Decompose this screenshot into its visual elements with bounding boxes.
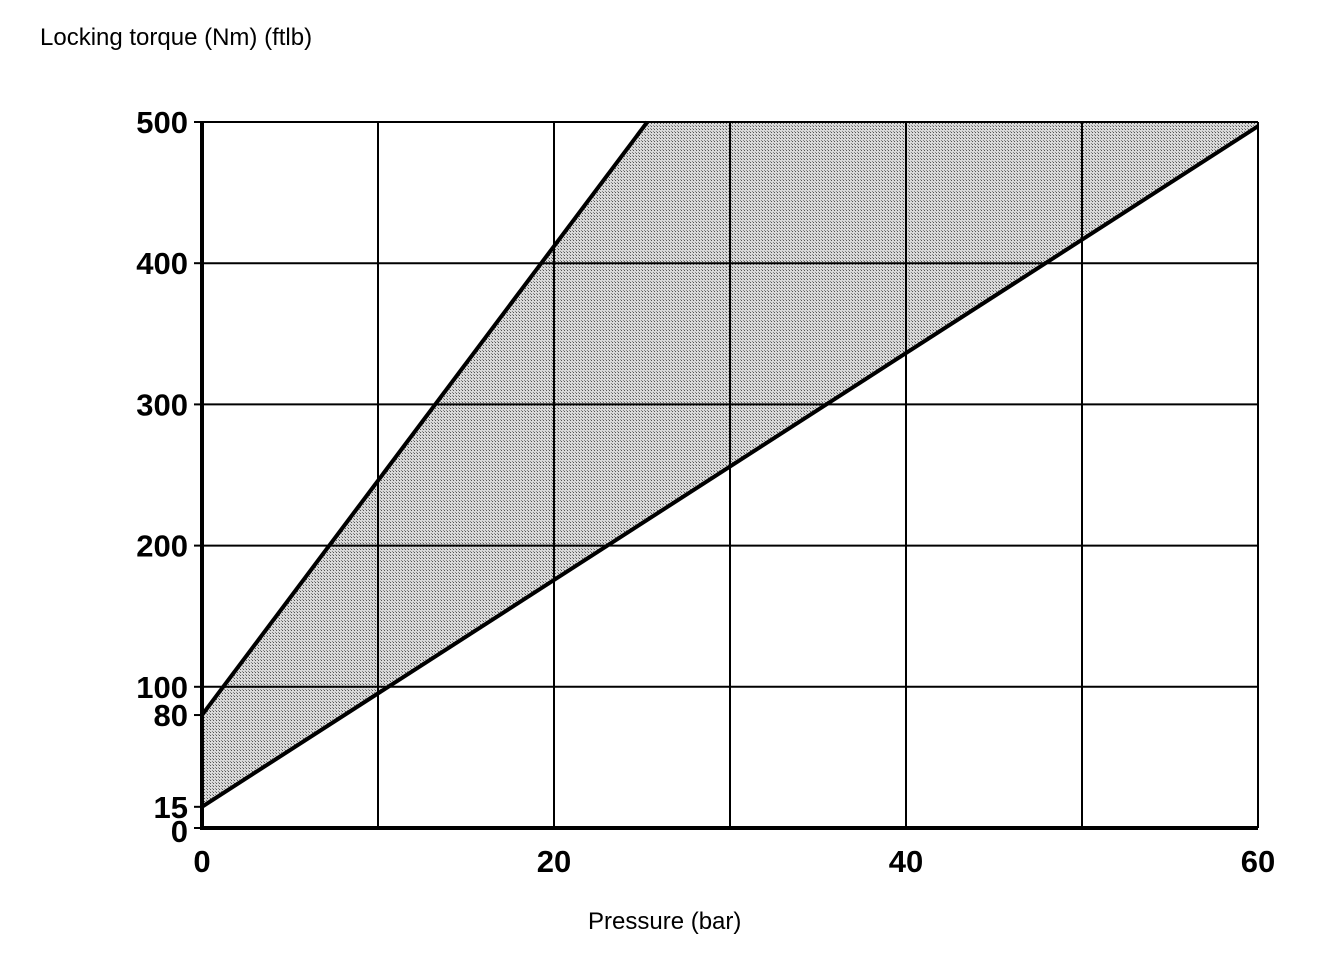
upper-limit-line (200, 120, 649, 717)
y-tick-label: 400 (136, 246, 188, 281)
y-tick-label: 500 (136, 105, 188, 140)
x-tick-label: 0 (193, 844, 210, 879)
y-tick-label: 15 (154, 790, 188, 825)
y-tick-label: 80 (154, 698, 188, 733)
y-tick-label: 200 (136, 529, 188, 564)
lower-limit-line (200, 124, 1260, 809)
y-tick-label: 300 (136, 387, 188, 422)
x-tick-label: 60 (1241, 844, 1275, 879)
x-tick-label: 40 (889, 844, 923, 879)
y-tick-label: 0 (171, 814, 188, 849)
y-tick-label: 100 (136, 670, 188, 705)
x-tick-label: 20 (537, 844, 571, 879)
x-axis-title: Pressure (bar) (588, 908, 742, 935)
y-axis-title: Locking torque (Nm) (ftlb) (40, 24, 313, 51)
